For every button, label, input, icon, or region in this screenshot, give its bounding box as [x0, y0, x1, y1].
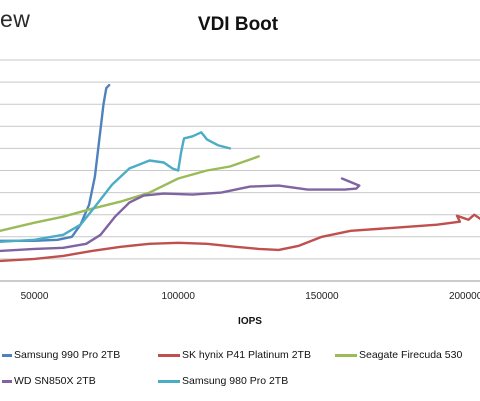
legend-label: Seagate Firecuda 530 — [359, 349, 463, 361]
x-tick-label: 50000 — [21, 291, 49, 302]
series-line-4 — [0, 131, 232, 244]
legend-swatch — [2, 353, 12, 357]
legend-item-samsung-980: Samsung 980 Pro 2TB — [158, 375, 288, 387]
x-tick-label: 100000 — [162, 291, 196, 302]
legend-label: WD SN850X 2TB — [14, 375, 96, 387]
series-line-2 — [0, 155, 260, 233]
legend-swatch — [158, 379, 180, 383]
legend-swatch — [158, 353, 180, 357]
x-axis-label: IOPS — [238, 316, 262, 327]
legend-label: Samsung 980 Pro 2TB — [182, 375, 289, 387]
x-tick-labels: 50000 100000 150000 200000 — [21, 291, 480, 302]
series-line-3 — [0, 177, 361, 253]
legend-item-sk-hynix: SK hynix P41 Platinum 2TB — [158, 349, 311, 361]
x-tick-label: 150000 — [305, 291, 339, 302]
series-line-1 — [0, 213, 480, 263]
legend-item-wd-sn850x: WD SN850X 2TB — [2, 375, 96, 387]
series-line-0 — [0, 83, 111, 243]
legend-item-seagate: Seagate Firecuda 530 — [335, 349, 462, 361]
brand-logo-text: ew — [0, 6, 31, 32]
x-tick-label: 200000 — [449, 291, 480, 302]
series-lines — [0, 83, 480, 263]
chart-title: VDI Boot — [197, 14, 279, 35]
legend-label: Samsung 990 Pro 2TB — [14, 349, 121, 361]
legend-item-samsung-990: Samsung 990 Pro 2TB — [2, 349, 120, 361]
legend-label: SK hynix P41 Platinum 2TB — [182, 349, 311, 361]
legend-swatch — [2, 379, 12, 383]
legend-swatch — [335, 353, 357, 357]
